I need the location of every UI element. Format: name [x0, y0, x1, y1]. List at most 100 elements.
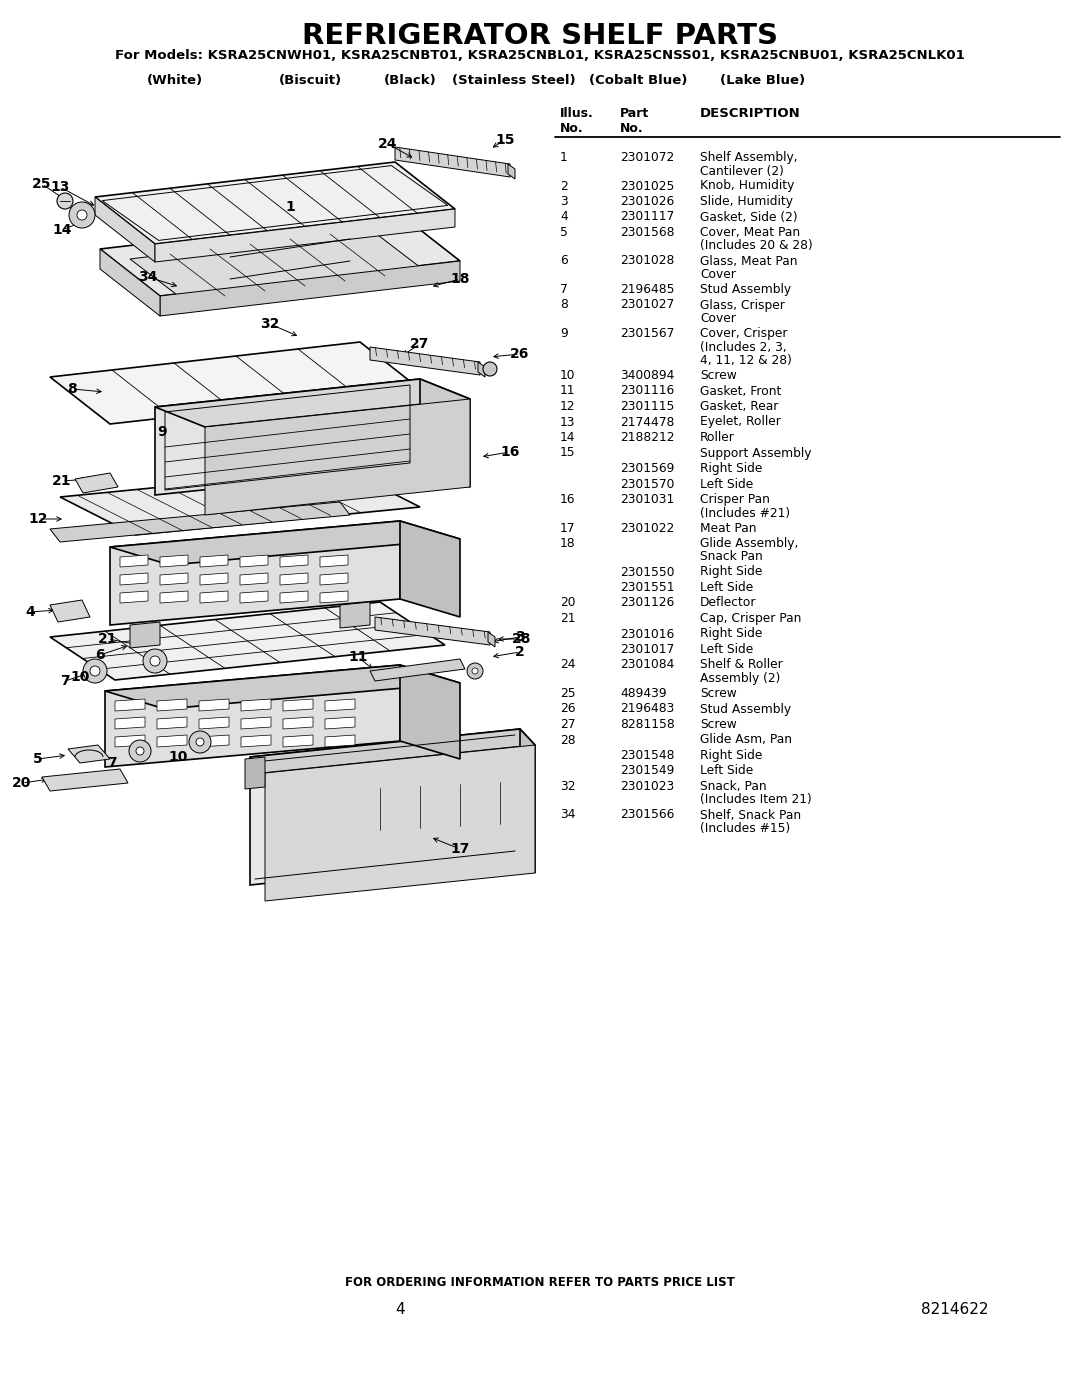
Text: (White): (White) — [147, 74, 203, 87]
Polygon shape — [60, 469, 420, 535]
Polygon shape — [50, 502, 350, 542]
Text: 17: 17 — [561, 521, 576, 535]
Polygon shape — [130, 622, 160, 648]
Text: Shelf & Roller: Shelf & Roller — [700, 658, 783, 672]
Polygon shape — [508, 163, 515, 179]
Text: Knob, Humidity: Knob, Humidity — [700, 179, 795, 193]
Text: 12: 12 — [28, 511, 48, 527]
Polygon shape — [156, 379, 420, 495]
Text: 20: 20 — [561, 597, 576, 609]
Text: 2301551: 2301551 — [620, 581, 675, 594]
Text: Glide Assembly,: Glide Assembly, — [700, 536, 798, 550]
Text: Glass, Meat Pan: Glass, Meat Pan — [700, 254, 797, 267]
Circle shape — [57, 193, 73, 210]
Text: Snack Pan: Snack Pan — [700, 550, 762, 563]
Text: Left Side: Left Side — [700, 643, 753, 657]
Text: 32: 32 — [561, 780, 576, 793]
Text: 489439: 489439 — [620, 687, 666, 700]
Text: 2301115: 2301115 — [620, 400, 674, 414]
Text: (Lake Blue): (Lake Blue) — [720, 74, 805, 87]
Polygon shape — [420, 379, 470, 488]
Text: 24: 24 — [561, 658, 576, 672]
Polygon shape — [157, 698, 187, 711]
Text: 4: 4 — [561, 211, 568, 224]
Text: 2301027: 2301027 — [620, 299, 674, 312]
Polygon shape — [114, 735, 145, 747]
Polygon shape — [100, 249, 160, 316]
Text: 8: 8 — [67, 381, 77, 395]
Text: Right Side: Right Side — [700, 462, 762, 475]
Text: Left Side: Left Side — [700, 581, 753, 594]
Polygon shape — [199, 717, 229, 729]
Polygon shape — [240, 573, 268, 585]
Text: 2301566: 2301566 — [620, 809, 674, 821]
Polygon shape — [400, 521, 460, 617]
Circle shape — [483, 362, 497, 376]
Polygon shape — [120, 573, 148, 585]
Polygon shape — [50, 602, 445, 680]
Text: Snack, Pan: Snack, Pan — [700, 780, 767, 793]
Text: 11: 11 — [348, 650, 368, 664]
Polygon shape — [325, 717, 355, 729]
Text: 18: 18 — [450, 272, 470, 286]
Polygon shape — [370, 346, 480, 374]
Text: Stud Assembly: Stud Assembly — [700, 703, 792, 715]
Polygon shape — [42, 768, 129, 791]
Text: 2301116: 2301116 — [620, 384, 674, 398]
Text: (Includes 20 & 28): (Includes 20 & 28) — [700, 239, 813, 253]
Text: 1: 1 — [285, 200, 295, 214]
Text: Glass, Crisper: Glass, Crisper — [700, 299, 785, 312]
Text: 21: 21 — [561, 612, 576, 624]
Text: 15: 15 — [561, 447, 576, 460]
Text: Right Side: Right Side — [700, 749, 762, 761]
Polygon shape — [265, 745, 535, 901]
Circle shape — [129, 740, 151, 761]
Text: Deflector: Deflector — [700, 597, 756, 609]
Circle shape — [136, 747, 144, 754]
Text: 21: 21 — [52, 474, 71, 488]
Text: FOR ORDERING INFORMATION REFER TO PARTS PRICE LIST: FOR ORDERING INFORMATION REFER TO PARTS … — [346, 1275, 734, 1289]
Text: Slide, Humidity: Slide, Humidity — [700, 196, 793, 208]
Text: Gasket, Side (2): Gasket, Side (2) — [700, 211, 798, 224]
Polygon shape — [200, 573, 228, 585]
Text: 8: 8 — [561, 299, 568, 312]
Text: Shelf, Snack Pan: Shelf, Snack Pan — [700, 809, 801, 821]
Text: Screw: Screw — [700, 718, 737, 731]
Text: (Includes #15): (Includes #15) — [700, 821, 791, 835]
Polygon shape — [200, 555, 228, 567]
Text: Right Side: Right Side — [700, 627, 762, 640]
Text: (Includes #21): (Includes #21) — [700, 507, 791, 520]
Polygon shape — [114, 717, 145, 729]
Text: 20: 20 — [12, 775, 31, 789]
Text: 18: 18 — [561, 536, 576, 550]
Polygon shape — [249, 729, 535, 773]
Text: 2196485: 2196485 — [620, 284, 675, 296]
Text: 2301025: 2301025 — [620, 179, 674, 193]
Polygon shape — [105, 665, 400, 767]
Text: Meat Pan: Meat Pan — [700, 521, 756, 535]
Text: For Models: KSRA25CNWH01, KSRA25CNBT01, KSRA25CNBL01, KSRA25CNSS01, KSRA25CNBU01: For Models: KSRA25CNWH01, KSRA25CNBT01, … — [116, 49, 964, 61]
Text: Left Side: Left Side — [700, 764, 753, 778]
Text: 4: 4 — [395, 1302, 405, 1317]
Polygon shape — [280, 555, 308, 567]
Text: 3: 3 — [515, 630, 525, 644]
Polygon shape — [110, 521, 460, 564]
Circle shape — [83, 659, 107, 683]
Circle shape — [189, 731, 211, 753]
Text: 2301569: 2301569 — [620, 462, 674, 475]
Polygon shape — [50, 342, 420, 425]
Text: 13: 13 — [561, 415, 576, 429]
Text: 3: 3 — [561, 196, 568, 208]
Text: 21: 21 — [98, 631, 118, 645]
Text: No.: No. — [620, 122, 644, 136]
Polygon shape — [160, 573, 188, 585]
Polygon shape — [395, 147, 510, 177]
Text: Glide Asm, Pan: Glide Asm, Pan — [700, 733, 792, 746]
Text: Cover: Cover — [700, 268, 735, 281]
Text: Screw: Screw — [700, 687, 737, 700]
Polygon shape — [130, 229, 426, 300]
Text: 34: 34 — [138, 270, 158, 284]
Polygon shape — [320, 573, 348, 585]
Text: Illus.: Illus. — [561, 108, 594, 120]
Circle shape — [69, 203, 95, 228]
